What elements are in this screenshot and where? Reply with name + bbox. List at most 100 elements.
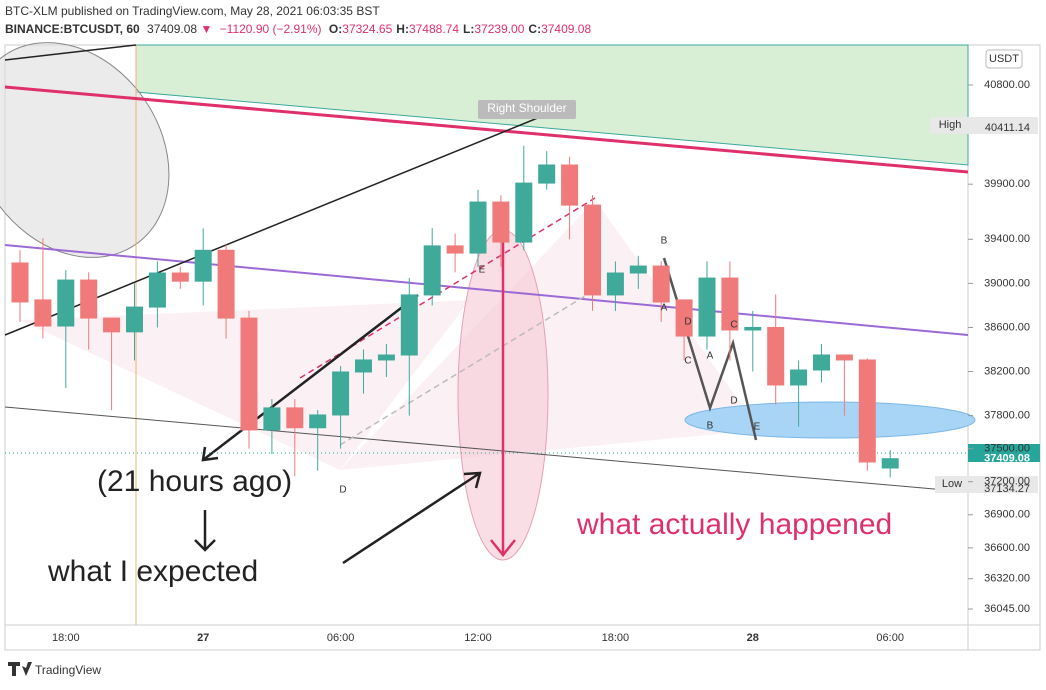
y-tick-label: 37500.00 (984, 443, 1030, 455)
high-value: 40411.14 (985, 122, 1030, 134)
y-tick-label: 36320.00 (984, 573, 1030, 585)
currency-box[interactable] (985, 49, 1023, 69)
publish-info: BTC-XLM published on TradingView.com, Ma… (5, 4, 380, 18)
candle-body (34, 299, 52, 327)
arrow-head (201, 446, 219, 462)
candle-body (629, 265, 647, 274)
ohlc-label: L: (463, 22, 474, 36)
candle-body (148, 272, 166, 308)
trend-line (4, 44, 137, 61)
candle-body (80, 279, 98, 319)
arrow-head (194, 539, 216, 552)
candle-body (286, 407, 304, 429)
candle-body (217, 249, 235, 319)
candle-body (813, 354, 830, 371)
symbol-line: BINANCE:BTCUSDT, 60 37409.08 ▼ −1120.90 … (5, 22, 591, 36)
x-tick-label: 27 (197, 632, 209, 644)
ellipse (684, 401, 976, 439)
arrow-head (490, 539, 516, 558)
y-tick-label: 36045.00 (984, 603, 1030, 615)
y-tick-label: 37200.00 (984, 476, 1030, 488)
candle-body (171, 272, 189, 282)
change: −1120.90 (−2.91%) (220, 22, 322, 36)
candle-body (309, 414, 327, 429)
low-label: Low (942, 478, 962, 490)
dashed-line (299, 197, 596, 379)
ohlc-value: 37409.08 (541, 22, 591, 36)
annotation: D (730, 396, 737, 407)
candle-body (194, 249, 212, 282)
arrow: ▼ (200, 22, 212, 36)
candle-body (652, 265, 670, 303)
ohlc-value: 37488.74 (409, 22, 459, 36)
y-tick-label: 39900.00 (984, 178, 1030, 190)
annotation: C (730, 320, 737, 331)
candle-body (332, 371, 350, 416)
candle-body (515, 182, 533, 243)
candle-body (767, 326, 785, 386)
candle-body (11, 262, 29, 303)
candle-body (240, 317, 258, 431)
footer: TradingView (8, 662, 101, 677)
y-tick-label: 40800.00 (984, 79, 1030, 91)
annotation: Right Shoulder (487, 101, 566, 115)
currency: USDT (989, 53, 1019, 65)
low-value: 37134.27 (984, 483, 1030, 495)
label-box (478, 100, 576, 119)
candle-body (57, 279, 75, 327)
x-tick-label: 06:00 (327, 632, 355, 644)
candle-body (835, 354, 853, 361)
arrow (202, 294, 419, 461)
candle-body (858, 359, 876, 463)
x-tick-label: 18:00 (52, 632, 80, 644)
annotation: B (661, 236, 668, 247)
high-label: High (939, 119, 962, 131)
candle-body (492, 201, 510, 243)
annotation: E (754, 422, 761, 433)
price: 37409.08 (147, 22, 197, 36)
annotation: (21 hours ago) (97, 465, 292, 498)
x-tick-label: 06:00 (876, 632, 904, 644)
candle-body (584, 204, 601, 296)
y-tick-label: 39400.00 (984, 233, 1030, 245)
annotation: E (479, 265, 486, 276)
candle-body (538, 164, 556, 184)
trend-line (4, 406, 969, 493)
annotation: D (339, 485, 346, 496)
annotation: what actually happened (576, 508, 892, 541)
x-tick-label: 12:00 (464, 632, 492, 644)
ohlc-label: C: (528, 22, 541, 36)
y-tick-label: 36900.00 (984, 509, 1030, 521)
y-tick-label: 38600.00 (984, 321, 1030, 333)
trend-line (4, 85, 969, 174)
y-tick-label: 38200.00 (984, 365, 1030, 377)
candle-body (400, 294, 418, 356)
x-tick-label: 18:00 (602, 632, 630, 644)
last-price-box (968, 444, 1040, 462)
annotation: what I expected (47, 555, 258, 588)
candle-body (126, 306, 143, 333)
annotation: C (684, 356, 691, 367)
candle-body (721, 277, 739, 331)
annotation: A (661, 303, 668, 314)
logo (8, 662, 32, 676)
candle-body (675, 299, 693, 337)
candle-body (790, 369, 808, 386)
ohlc-label: O: (329, 22, 342, 36)
candle-body (377, 354, 395, 361)
high-box (930, 117, 1038, 134)
y-tick-label: 37800.00 (984, 410, 1030, 422)
candle-body (606, 272, 624, 296)
candle-body (698, 277, 716, 337)
ohlc-label: H: (396, 22, 409, 36)
candle-body (469, 201, 487, 254)
y-tick-label: 39000.00 (984, 277, 1030, 289)
arrow (342, 471, 481, 565)
candle-body (263, 407, 281, 431)
brand: TradingView (35, 663, 101, 677)
arrow-head (463, 471, 482, 489)
annotation: A (707, 351, 714, 362)
candle-body (355, 359, 372, 373)
